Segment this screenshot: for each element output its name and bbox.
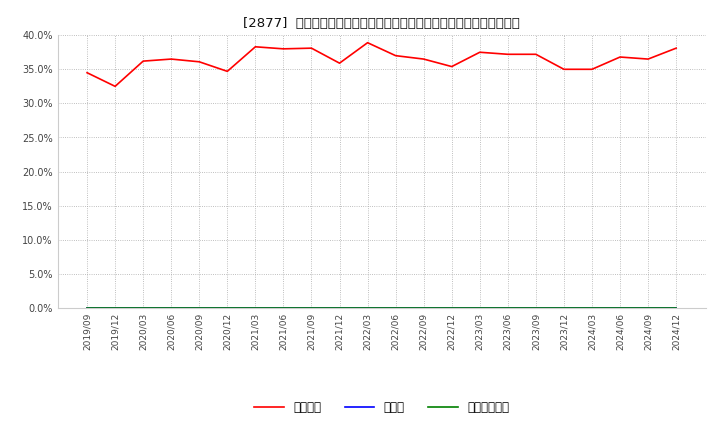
自己資本 (503, 51, 512, 57)
繰延税金資産 (447, 305, 456, 311)
自己資本 (447, 64, 456, 69)
自己資本 (672, 45, 680, 51)
繰延税金資産 (364, 305, 372, 311)
自己資本 (251, 44, 260, 49)
のれん (503, 305, 512, 311)
繰延税金資産 (139, 305, 148, 311)
のれん (391, 305, 400, 311)
繰延税金資産 (616, 305, 624, 311)
繰延税金資産 (223, 305, 232, 311)
のれん (672, 305, 680, 311)
自己資本 (644, 56, 652, 62)
繰延税金資産 (559, 305, 568, 311)
Legend: 自己資本, のれん, 繰延税金資産: 自己資本, のれん, 繰延税金資産 (254, 401, 509, 414)
のれん (83, 305, 91, 311)
のれん (336, 305, 344, 311)
のれん (223, 305, 232, 311)
繰延税金資産 (307, 305, 316, 311)
繰延税金資産 (279, 305, 288, 311)
自己資本 (588, 66, 596, 72)
のれん (167, 305, 176, 311)
繰延税金資産 (419, 305, 428, 311)
繰延税金資産 (588, 305, 596, 311)
繰延税金資産 (672, 305, 680, 311)
自己資本 (223, 69, 232, 74)
のれん (644, 305, 652, 311)
のれん (616, 305, 624, 311)
自己資本 (531, 51, 540, 57)
Title: [2877]  自己資本、のれん、繰延税金資産の総資産に対する比率の推移: [2877] 自己資本、のれん、繰延税金資産の総資産に対する比率の推移 (243, 17, 520, 30)
繰延税金資産 (391, 305, 400, 311)
のれん (475, 305, 484, 311)
のれん (588, 305, 596, 311)
のれん (307, 305, 316, 311)
自己資本 (307, 45, 316, 51)
自己資本 (364, 40, 372, 45)
自己資本 (559, 66, 568, 72)
のれん (419, 305, 428, 311)
自己資本 (139, 59, 148, 64)
繰延税金資産 (111, 305, 120, 311)
のれん (447, 305, 456, 311)
繰延税金資産 (195, 305, 204, 311)
繰延税金資産 (251, 305, 260, 311)
のれん (279, 305, 288, 311)
自己資本 (167, 56, 176, 62)
のれん (559, 305, 568, 311)
自己資本 (336, 61, 344, 66)
のれん (111, 305, 120, 311)
のれん (139, 305, 148, 311)
のれん (531, 305, 540, 311)
自己資本 (83, 70, 91, 75)
のれん (364, 305, 372, 311)
繰延税金資産 (475, 305, 484, 311)
自己資本 (475, 50, 484, 55)
Line: 自己資本: 自己資本 (87, 43, 676, 86)
繰延税金資産 (336, 305, 344, 311)
のれん (251, 305, 260, 311)
繰延税金資産 (531, 305, 540, 311)
のれん (195, 305, 204, 311)
繰延税金資産 (644, 305, 652, 311)
繰延税金資産 (83, 305, 91, 311)
自己資本 (111, 84, 120, 89)
繰延税金資産 (503, 305, 512, 311)
自己資本 (195, 59, 204, 64)
自己資本 (391, 53, 400, 58)
自己資本 (616, 55, 624, 60)
繰延税金資産 (167, 305, 176, 311)
自己資本 (419, 56, 428, 62)
自己資本 (279, 46, 288, 51)
